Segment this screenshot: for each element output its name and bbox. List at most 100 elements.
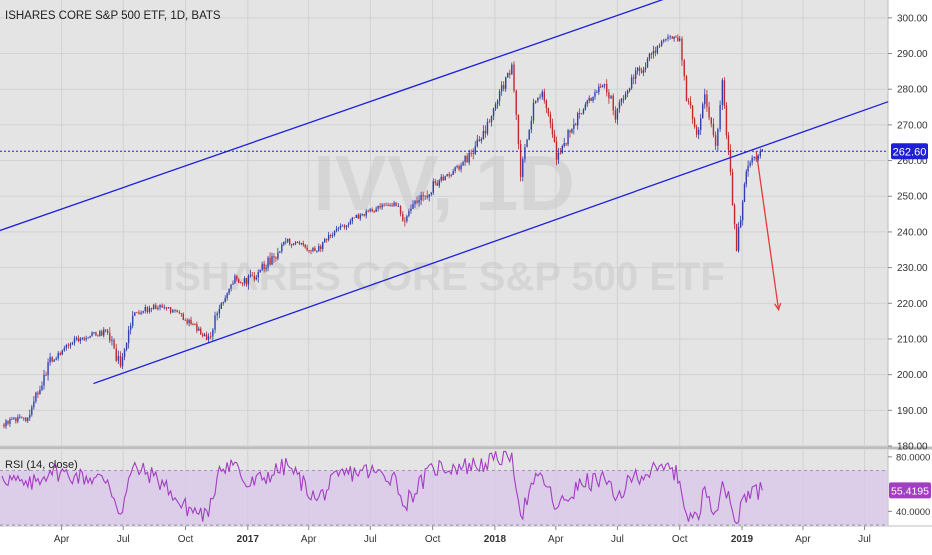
candle-body bbox=[316, 250, 318, 252]
price-tick-label: 260.00 bbox=[897, 156, 928, 167]
candle-body bbox=[367, 211, 369, 212]
candle-body bbox=[324, 239, 326, 242]
candle-body bbox=[89, 335, 91, 338]
candle-body bbox=[81, 338, 83, 339]
candle-body bbox=[253, 275, 255, 280]
candle-body bbox=[200, 328, 202, 335]
candle-body bbox=[630, 77, 633, 89]
upper-channel-trendline[interactable] bbox=[0, 0, 687, 232]
chart-title: ISHARES CORE S&P 500 ETF, 1D, BATS bbox=[5, 10, 221, 22]
candle-body bbox=[226, 293, 228, 299]
candle-body bbox=[335, 228, 338, 232]
candle-body bbox=[484, 130, 487, 134]
candle-body bbox=[557, 152, 560, 160]
candlestick-series[interactable] bbox=[3, 34, 764, 429]
candle-body bbox=[650, 53, 653, 55]
candle-body bbox=[355, 215, 357, 218]
candle-body bbox=[430, 192, 432, 195]
candle-body bbox=[741, 202, 744, 221]
candle-body bbox=[399, 206, 402, 214]
candle-body bbox=[196, 324, 198, 331]
candle-body bbox=[283, 241, 285, 245]
candle-body bbox=[375, 208, 377, 212]
candle-body bbox=[402, 213, 404, 221]
candle-body bbox=[460, 165, 462, 170]
candle-body bbox=[377, 206, 379, 209]
candle-body bbox=[216, 313, 218, 316]
candle-body bbox=[277, 252, 279, 259]
candle-body bbox=[590, 98, 592, 101]
candle-body bbox=[549, 114, 552, 124]
candle-body bbox=[603, 84, 606, 86]
candle-body bbox=[134, 312, 136, 316]
rsi-line[interactable] bbox=[1, 450, 763, 525]
candle-body bbox=[620, 98, 623, 103]
rsi-title: RSI (14, close) bbox=[5, 459, 78, 471]
candle-body bbox=[576, 113, 579, 126]
candle-body bbox=[109, 332, 111, 341]
candle-body bbox=[325, 239, 328, 240]
time-tick-label: Apr bbox=[301, 534, 317, 545]
candle-body bbox=[263, 264, 265, 270]
candle-body bbox=[422, 195, 424, 197]
rsi-band bbox=[0, 469, 888, 526]
candle-body bbox=[719, 104, 721, 130]
candle-body bbox=[337, 228, 340, 230]
candle-body bbox=[601, 85, 604, 87]
candle-body bbox=[389, 205, 391, 206]
candle-body bbox=[410, 208, 412, 211]
candle-body bbox=[91, 332, 93, 336]
candle-body bbox=[267, 257, 269, 268]
candle-body bbox=[476, 139, 478, 147]
candle-body bbox=[87, 337, 89, 339]
time-tick-label: Jul bbox=[364, 534, 377, 545]
candle-body bbox=[318, 246, 320, 251]
candle-body bbox=[75, 337, 78, 339]
time-tick-label: 2017 bbox=[237, 534, 260, 545]
candle-body bbox=[180, 313, 183, 315]
candle-body bbox=[339, 226, 342, 229]
candle-body bbox=[287, 239, 289, 242]
price-tick-label: 290.00 bbox=[897, 49, 928, 60]
candle-body bbox=[420, 195, 422, 200]
time-scale[interactable] bbox=[0, 526, 932, 550]
candle-body bbox=[691, 105, 694, 120]
candle-body bbox=[669, 36, 671, 38]
candle-body bbox=[561, 146, 563, 154]
candle-body bbox=[159, 305, 161, 308]
candle-body bbox=[205, 334, 208, 340]
candle-body bbox=[530, 120, 533, 130]
candle-body bbox=[85, 338, 87, 340]
candle-body bbox=[351, 217, 354, 222]
candle-body bbox=[209, 336, 212, 338]
candle-body bbox=[408, 210, 410, 216]
candle-body bbox=[596, 92, 598, 94]
candle-body bbox=[397, 206, 400, 207]
candle-body bbox=[63, 348, 66, 351]
time-tick-label: Jul bbox=[858, 534, 871, 545]
candle-body bbox=[320, 246, 322, 249]
projection-arrow[interactable] bbox=[755, 151, 782, 312]
candle-body bbox=[395, 202, 397, 207]
candle-body bbox=[172, 310, 174, 313]
candle-body bbox=[526, 139, 528, 148]
candle-body bbox=[723, 80, 726, 106]
candle-body bbox=[440, 176, 442, 181]
candle-body bbox=[660, 41, 663, 46]
candle-body bbox=[494, 104, 497, 109]
candle-body bbox=[644, 67, 647, 70]
lower-channel-trendline[interactable] bbox=[93, 101, 889, 385]
candle-body bbox=[21, 416, 23, 418]
price-scale[interactable] bbox=[888, 0, 932, 450]
candle-body bbox=[99, 331, 101, 337]
candle-body bbox=[23, 417, 25, 419]
candle-body bbox=[304, 244, 306, 248]
candle-body bbox=[83, 338, 85, 340]
projection-arrow-line[interactable] bbox=[755, 151, 780, 310]
time-tick-label: Apr bbox=[54, 534, 70, 545]
candle-body bbox=[381, 204, 383, 208]
candle-body bbox=[241, 283, 244, 284]
candle-body bbox=[412, 203, 414, 209]
candle-body bbox=[468, 152, 470, 163]
